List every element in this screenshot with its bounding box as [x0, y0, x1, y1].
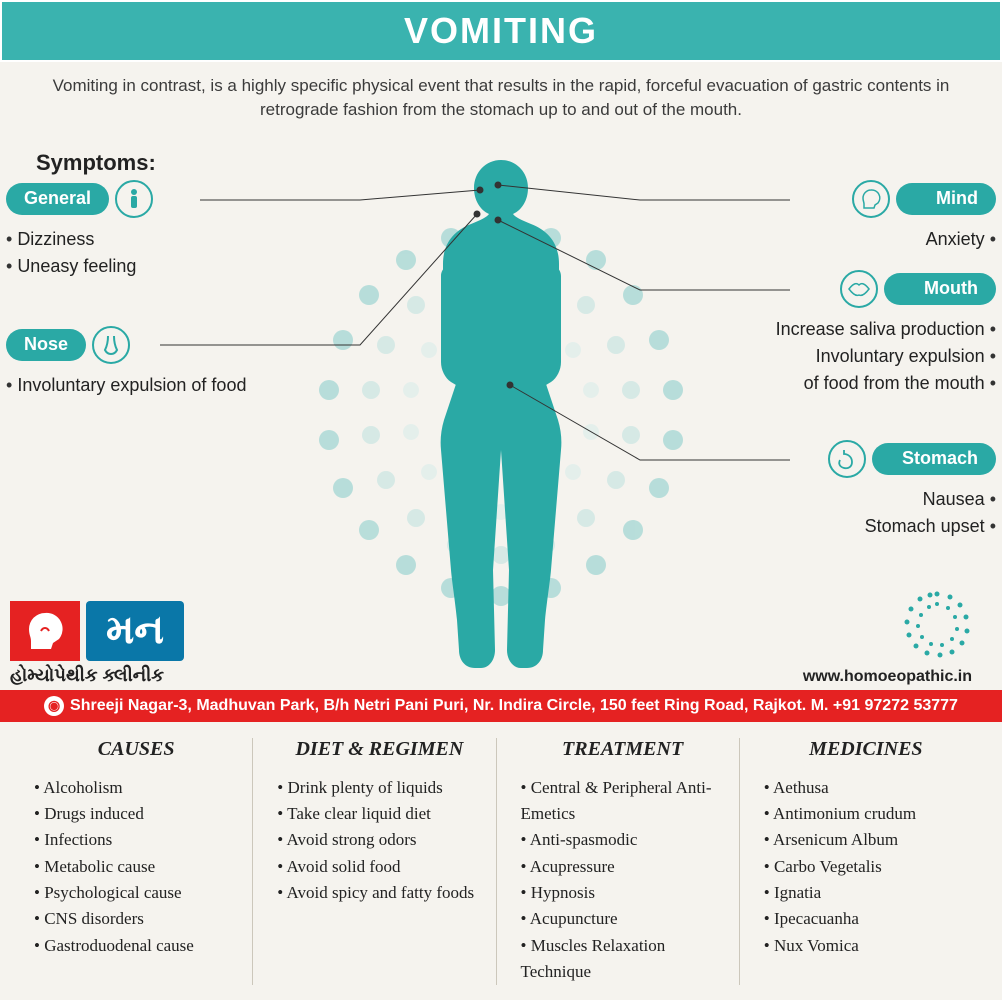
- logo-row: મન હોમ્યોપેથીક ક્લીનીક www.homoeopathic.: [0, 589, 1002, 690]
- stomach-icon: [828, 440, 866, 478]
- logo-square-icon: [10, 601, 80, 661]
- stomach-items: Nausea Stomach upset: [828, 486, 996, 540]
- general-items: Dizziness Uneasy feeling: [6, 226, 153, 280]
- mind-label: Mind: [896, 183, 996, 215]
- symptom-group-general: General Dizziness Uneasy feeling: [6, 180, 153, 280]
- diet-column: DIET & REGIMEN Drink plenty of liquidsTa…: [263, 738, 496, 986]
- website-box: www.homoeopathic.in: [803, 589, 972, 686]
- medicines-list: AethusaAntimonium crudum Arsenicum Album…: [764, 775, 968, 959]
- diet-list: Drink plenty of liquidsTake clear liquid…: [277, 775, 481, 907]
- causes-column: CAUSES AlcoholismDrugs induced Infection…: [20, 738, 253, 986]
- dotted-logo-icon: [902, 589, 972, 659]
- treatment-list: Central & Peripheral Anti-EmeticsAnti-sp…: [521, 775, 725, 986]
- mouth-label: Mouth: [884, 273, 996, 305]
- symptom-group-mouth: Mouth Increase saliva production Involun…: [776, 270, 996, 397]
- logo-text: મન: [86, 601, 184, 661]
- treatment-column: TREATMENT Central & Peripheral Anti-Emet…: [507, 738, 740, 986]
- location-pin-icon: ◉: [44, 696, 64, 716]
- main-diagram: Symptoms:: [0, 130, 1002, 690]
- head-icon: [852, 180, 890, 218]
- nose-label: Nose: [6, 329, 86, 361]
- stomach-label: Stomach: [872, 443, 996, 475]
- logo-subtitle: હોમ્યોપેથીક ક્લીનીક: [10, 665, 164, 686]
- symptom-group-nose: Nose Involuntary expulsion of food: [6, 326, 246, 399]
- causes-list: AlcoholismDrugs induced InfectionsMetabo…: [34, 775, 238, 959]
- causes-title: CAUSES: [34, 738, 238, 761]
- diet-title: DIET & REGIMEN: [277, 738, 481, 761]
- mind-items: Anxiety: [852, 226, 996, 253]
- clinic-logo: મન હોમ્યોપેથીક ક્લીનીક: [10, 601, 184, 686]
- nose-items: Involuntary expulsion of food: [6, 372, 246, 399]
- symptom-group-mind: Mind Anxiety: [852, 180, 996, 253]
- nose-icon: [92, 326, 130, 364]
- info-columns: CAUSES AlcoholismDrugs induced Infection…: [0, 722, 1002, 986]
- mouth-items: Increase saliva production Involuntary e…: [776, 316, 996, 397]
- lips-icon: [840, 270, 878, 308]
- medicines-column: MEDICINES AethusaAntimonium crudum Arsen…: [750, 738, 982, 986]
- symptom-group-stomach: Stomach Nausea Stomach upset: [828, 440, 996, 540]
- page-title: VOMITING: [0, 0, 1002, 62]
- general-label: General: [6, 183, 109, 215]
- website-url: www.homoeopathic.in: [803, 668, 972, 686]
- address-text: Shreeji Nagar-3, Madhuvan Park, B/h Netr…: [70, 697, 958, 715]
- medicines-title: MEDICINES: [764, 738, 968, 761]
- person-icon: [115, 180, 153, 218]
- address-bar: ◉ Shreeji Nagar-3, Madhuvan Park, B/h Ne…: [0, 690, 1002, 722]
- description-text: Vomiting in contrast, is a highly specif…: [0, 62, 1002, 130]
- treatment-title: TREATMENT: [521, 738, 725, 761]
